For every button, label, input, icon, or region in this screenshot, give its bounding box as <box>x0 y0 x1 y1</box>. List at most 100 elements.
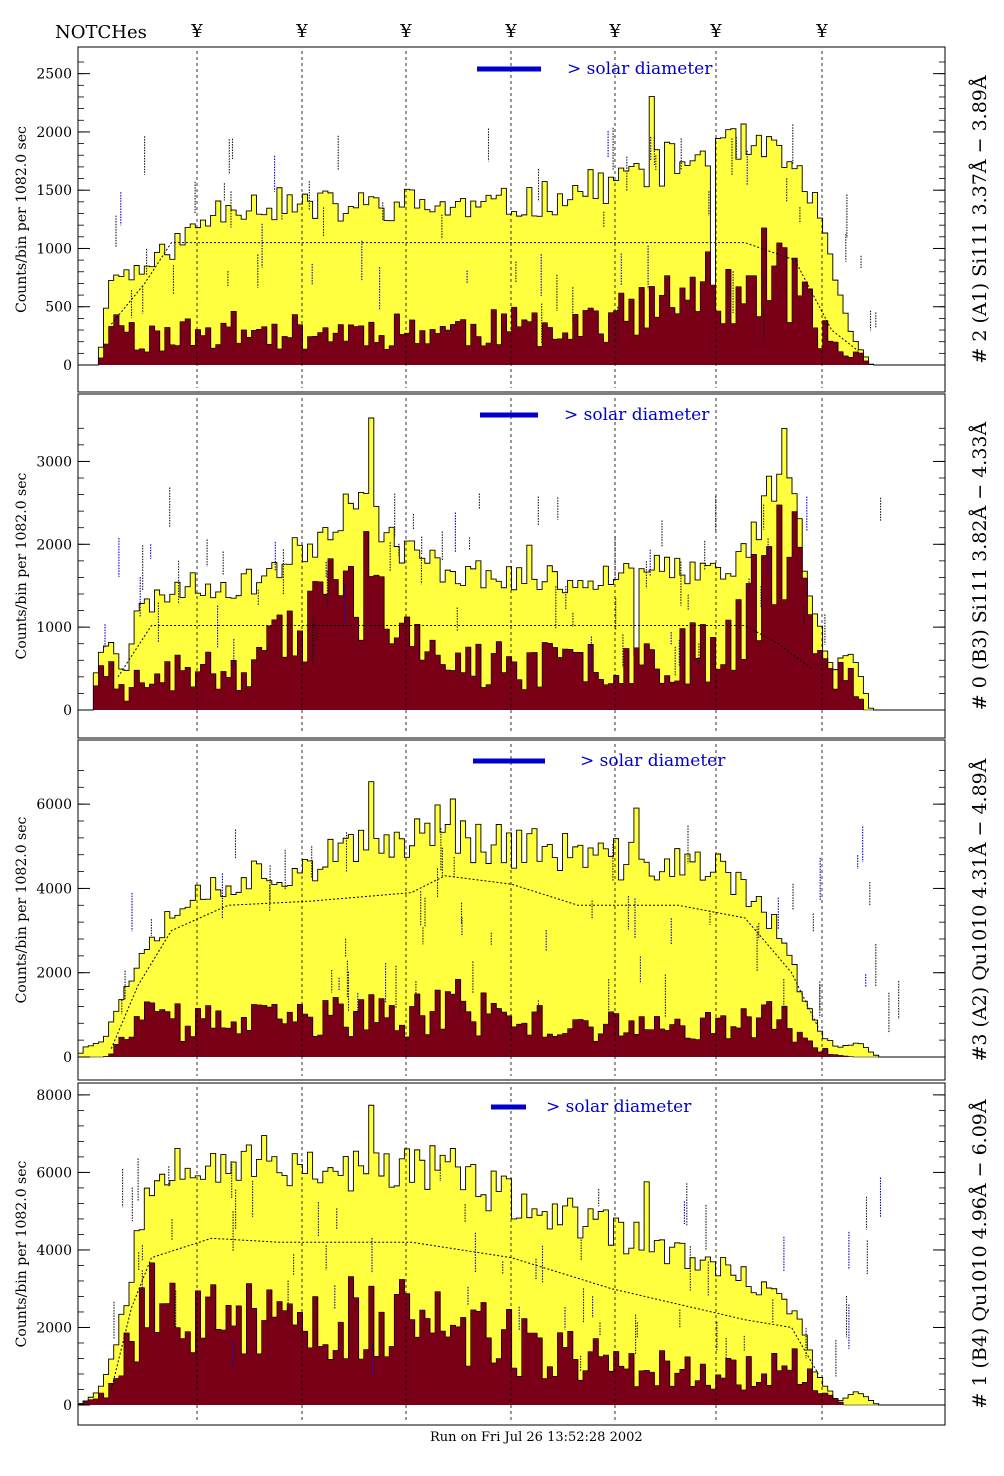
signal-bin <box>608 1371 615 1405</box>
signal-bin <box>700 281 706 365</box>
total-bin <box>353 861 360 1057</box>
total-bin <box>623 563 630 710</box>
signal-bin <box>577 336 584 365</box>
total-bin <box>705 1256 711 1405</box>
total-bin <box>424 209 431 365</box>
signal-bin <box>674 1019 681 1057</box>
total-bin <box>465 837 472 1057</box>
total-bin <box>644 186 650 365</box>
total-bin <box>180 908 186 1057</box>
signal-bin <box>307 1017 314 1057</box>
signal-bin <box>190 686 196 710</box>
total-bin <box>225 597 232 710</box>
signal-bin <box>475 1311 482 1405</box>
signal-bin <box>684 1038 691 1057</box>
signal-bin <box>715 1018 722 1057</box>
total-bin <box>465 1166 472 1405</box>
signal-bin <box>169 1283 176 1405</box>
signal-bin <box>134 1016 140 1057</box>
total-bin <box>302 561 309 710</box>
total-bin <box>241 573 247 710</box>
signal-bin <box>297 630 303 710</box>
total-bin <box>674 848 681 1057</box>
signal-bin <box>628 1020 635 1057</box>
signal-bin <box>781 1365 788 1405</box>
signal-bin <box>715 310 722 365</box>
signal-bin <box>185 318 191 365</box>
signal-bin <box>654 1016 660 1057</box>
total-bin <box>827 1040 834 1057</box>
signal-bin <box>623 1032 630 1057</box>
total-bin <box>761 912 768 1057</box>
signal-bin <box>486 684 492 710</box>
signal-bin <box>557 657 564 710</box>
total-bin <box>521 1194 528 1405</box>
signal-bin <box>333 997 339 1057</box>
total-bin <box>690 861 696 1057</box>
total-bin <box>792 964 798 1057</box>
signal-bin <box>756 1382 762 1405</box>
signal-bin <box>322 1000 329 1057</box>
total-bin <box>185 1168 191 1405</box>
total-bin <box>256 214 263 365</box>
signal-bin <box>827 341 834 365</box>
total-counts-series <box>78 781 880 1057</box>
signal-bin <box>710 1389 717 1405</box>
signal-bin <box>531 312 538 365</box>
signal-bin <box>154 1011 161 1057</box>
solar-diameter-label: > solar diameter <box>564 405 710 425</box>
signal-bin <box>623 1368 630 1405</box>
signal-bin <box>761 555 768 710</box>
total-bin <box>695 852 701 1057</box>
signal-bin <box>837 1055 844 1057</box>
signal-bin <box>353 1011 360 1057</box>
signal-bin <box>108 661 115 710</box>
signal-bin <box>220 1027 227 1057</box>
total-bin <box>664 557 671 710</box>
signal-bin <box>271 1004 278 1057</box>
signal-bin <box>185 1331 191 1405</box>
signal-bin <box>164 1303 171 1405</box>
signal-bin <box>715 669 722 710</box>
signal-bin <box>399 1279 405 1405</box>
signal-bin <box>501 1012 507 1057</box>
total-bin <box>404 1148 411 1405</box>
total-bin <box>195 1175 201 1405</box>
signal-bin <box>664 1030 671 1057</box>
signal-bin <box>837 1402 844 1405</box>
y-axis-label: Counts/bin per 1082.0 sec <box>14 816 30 1003</box>
signal-bin <box>149 1002 156 1057</box>
signal-bin <box>567 1331 574 1405</box>
total-bin <box>557 589 564 710</box>
total-bin <box>149 611 156 710</box>
signal-bin <box>700 1364 706 1405</box>
total-bin <box>567 1198 574 1405</box>
total-bin <box>817 1377 824 1405</box>
signal-bin <box>169 690 176 710</box>
total-bin <box>394 832 400 1057</box>
signal-bin <box>317 1346 324 1405</box>
total-bin <box>450 799 456 1057</box>
total-bin <box>327 839 334 1057</box>
total-bin <box>460 198 467 365</box>
signal-bin <box>633 1386 640 1405</box>
signal-bin <box>618 293 625 365</box>
signal-bin <box>735 599 742 710</box>
signal-bin <box>389 345 395 365</box>
total-bin <box>103 1374 110 1405</box>
signal-bin <box>822 320 829 365</box>
total-bin <box>409 1182 416 1405</box>
signal-bin <box>419 660 426 710</box>
signal-bin <box>389 1005 395 1057</box>
total-bin <box>741 123 747 366</box>
solar-envelope-curve <box>110 875 819 1049</box>
signal-bin <box>348 566 354 710</box>
total-bin <box>705 565 711 710</box>
signal-bin <box>348 1036 354 1057</box>
signal-counts-series <box>78 1262 844 1405</box>
total-bin <box>593 589 599 710</box>
total-bin <box>730 128 737 365</box>
signal-bin <box>542 322 548 365</box>
signal-bin <box>455 1326 462 1405</box>
signal-bin <box>246 1030 252 1057</box>
